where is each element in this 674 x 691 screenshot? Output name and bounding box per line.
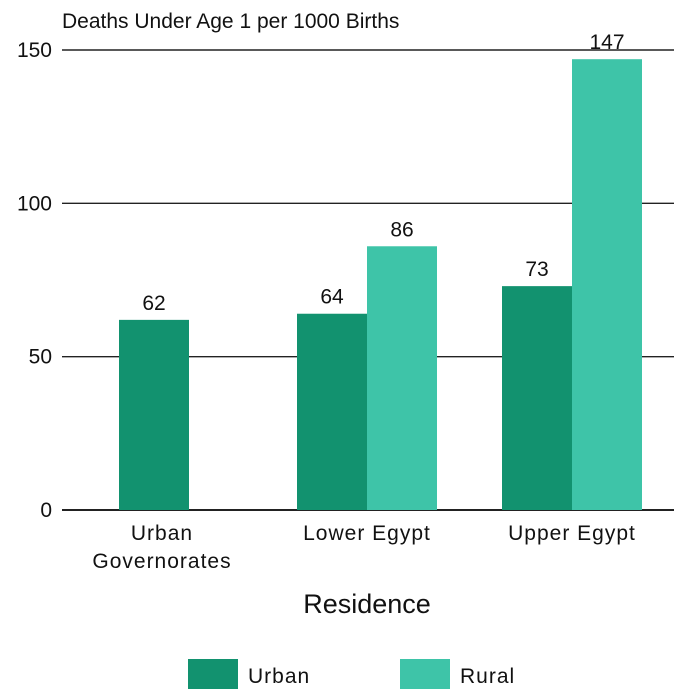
legend-swatch-rural: [400, 659, 450, 689]
legend: Urban Rural: [188, 659, 515, 689]
bar-rural: [367, 246, 437, 510]
legend-label: Urban: [248, 665, 310, 688]
bar-urban: [297, 313, 367, 510]
y-axis-label: Deaths Under Age 1 per 1000 Births: [62, 10, 399, 33]
y-axis-ticks: 0 50 100 150: [17, 39, 52, 522]
x-category-label: Urban: [131, 522, 193, 545]
x-category-label: Lower Egypt: [303, 522, 431, 545]
x-category-label: Governorates: [92, 550, 231, 573]
data-label: 86: [390, 218, 413, 241]
x-category-label: Upper Egypt: [508, 522, 636, 545]
data-label: 64: [320, 286, 344, 309]
legend-label: Rural: [460, 665, 515, 688]
data-label: 62: [142, 292, 165, 315]
bar-urban: [502, 286, 572, 510]
y-tick-label: 150: [17, 39, 52, 62]
bars: [119, 59, 642, 510]
y-tick-label: 100: [17, 192, 52, 215]
y-tick-label: 0: [40, 499, 52, 522]
legend-swatch-urban: [188, 659, 238, 689]
data-label: 73: [525, 258, 548, 281]
bar-rural: [572, 59, 642, 510]
data-label: 147: [589, 31, 624, 54]
x-axis-categories: Urban Governorates Lower Egypt Upper Egypt: [92, 522, 636, 573]
y-tick-label: 50: [29, 346, 52, 369]
bar-urban: [119, 319, 189, 510]
x-axis-label: Residence: [303, 589, 431, 619]
data-labels: 62 64 86 73 147: [142, 31, 624, 315]
